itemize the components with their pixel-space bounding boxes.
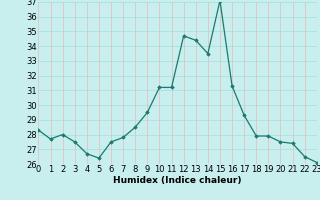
X-axis label: Humidex (Indice chaleur): Humidex (Indice chaleur) [113,176,242,185]
